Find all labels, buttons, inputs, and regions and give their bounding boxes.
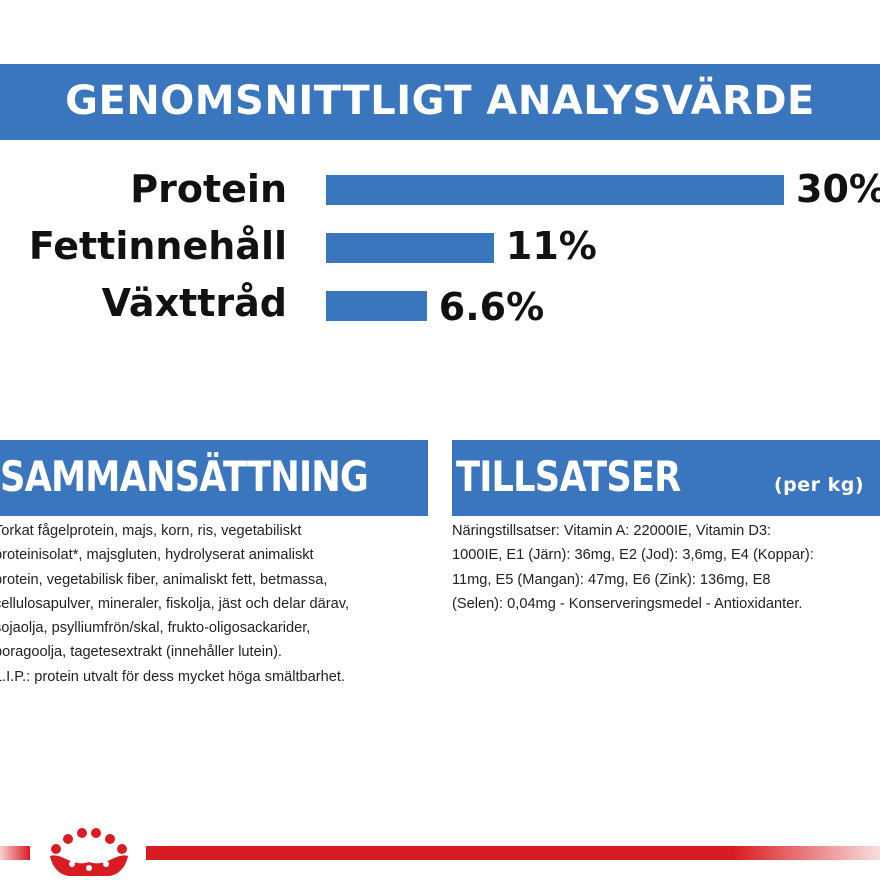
analysis-bar-fiber [326, 291, 427, 321]
composition-line: protein, vegetabilisk fiber, animaliskt … [0, 571, 328, 588]
analysis-label-fat: Fettinnehåll [28, 224, 287, 268]
analysis-bar-protein [326, 175, 784, 205]
footer-stripe [146, 846, 880, 860]
composition-line: sojaolja, psylliumfrön/skal, frukto-olig… [0, 620, 311, 637]
composition-line: boragoolja, tagetesextrakt (innehåller l… [0, 644, 282, 661]
composition-line: Torkat fågelprotein, majs, korn, ris, ve… [0, 523, 302, 539]
composition-line: proteinisolat*, majsgluten, hydrolyserat… [0, 547, 314, 564]
additives-text: Näringstillsatser: Vitamin A: 22000IE, V… [452, 519, 880, 616]
analysis-label-fiber: Växttråd [101, 281, 287, 325]
analysis-value-fat: 11% [505, 224, 597, 268]
composition-text: Torkat fågelprotein, majs, korn, ris, ve… [0, 519, 418, 689]
royal-canin-crown-icon [50, 828, 128, 876]
additives-line: (Selen): 0,04mg - Konserveringsmedel - A… [452, 595, 803, 612]
composition-line: L.I.P.: protein utvalt för dess mycket h… [0, 668, 345, 685]
additives-line: 11mg, E5 (Mangan): 47mg, E6 (Zink): 136m… [452, 571, 771, 588]
analysis-value-fiber: 6.6% [438, 285, 545, 329]
analysis-bar-fat [326, 233, 494, 263]
footer-stripe-left [0, 846, 30, 860]
composition-heading: SAMMANSÄTTNING [0, 452, 369, 501]
additives-heading: TILLSATSER [456, 452, 681, 501]
page-title: GENOMSNITTLIGT ANALYSVÄRDE [65, 78, 815, 124]
additives-line: Näringstillsatser: Vitamin A: 22000IE, V… [452, 523, 772, 539]
additives-heading-unit: (per kg) [774, 474, 865, 496]
composition-banner: SAMMANSÄTTNING [0, 440, 428, 516]
analysis-value-protein: 30% [796, 167, 880, 211]
composition-line: cellulosapulver, mineraler, fiskolja, jä… [0, 595, 350, 612]
title-banner: GENOMSNITTLIGT ANALYSVÄRDE [0, 64, 880, 140]
analysis-label-protein: Protein [130, 167, 287, 211]
additives-banner: TILLSATSER (per kg) [452, 440, 880, 516]
additives-line: 1000IE, E1 (Järn): 36mg, E2 (Jod): 3,6mg… [452, 547, 814, 564]
